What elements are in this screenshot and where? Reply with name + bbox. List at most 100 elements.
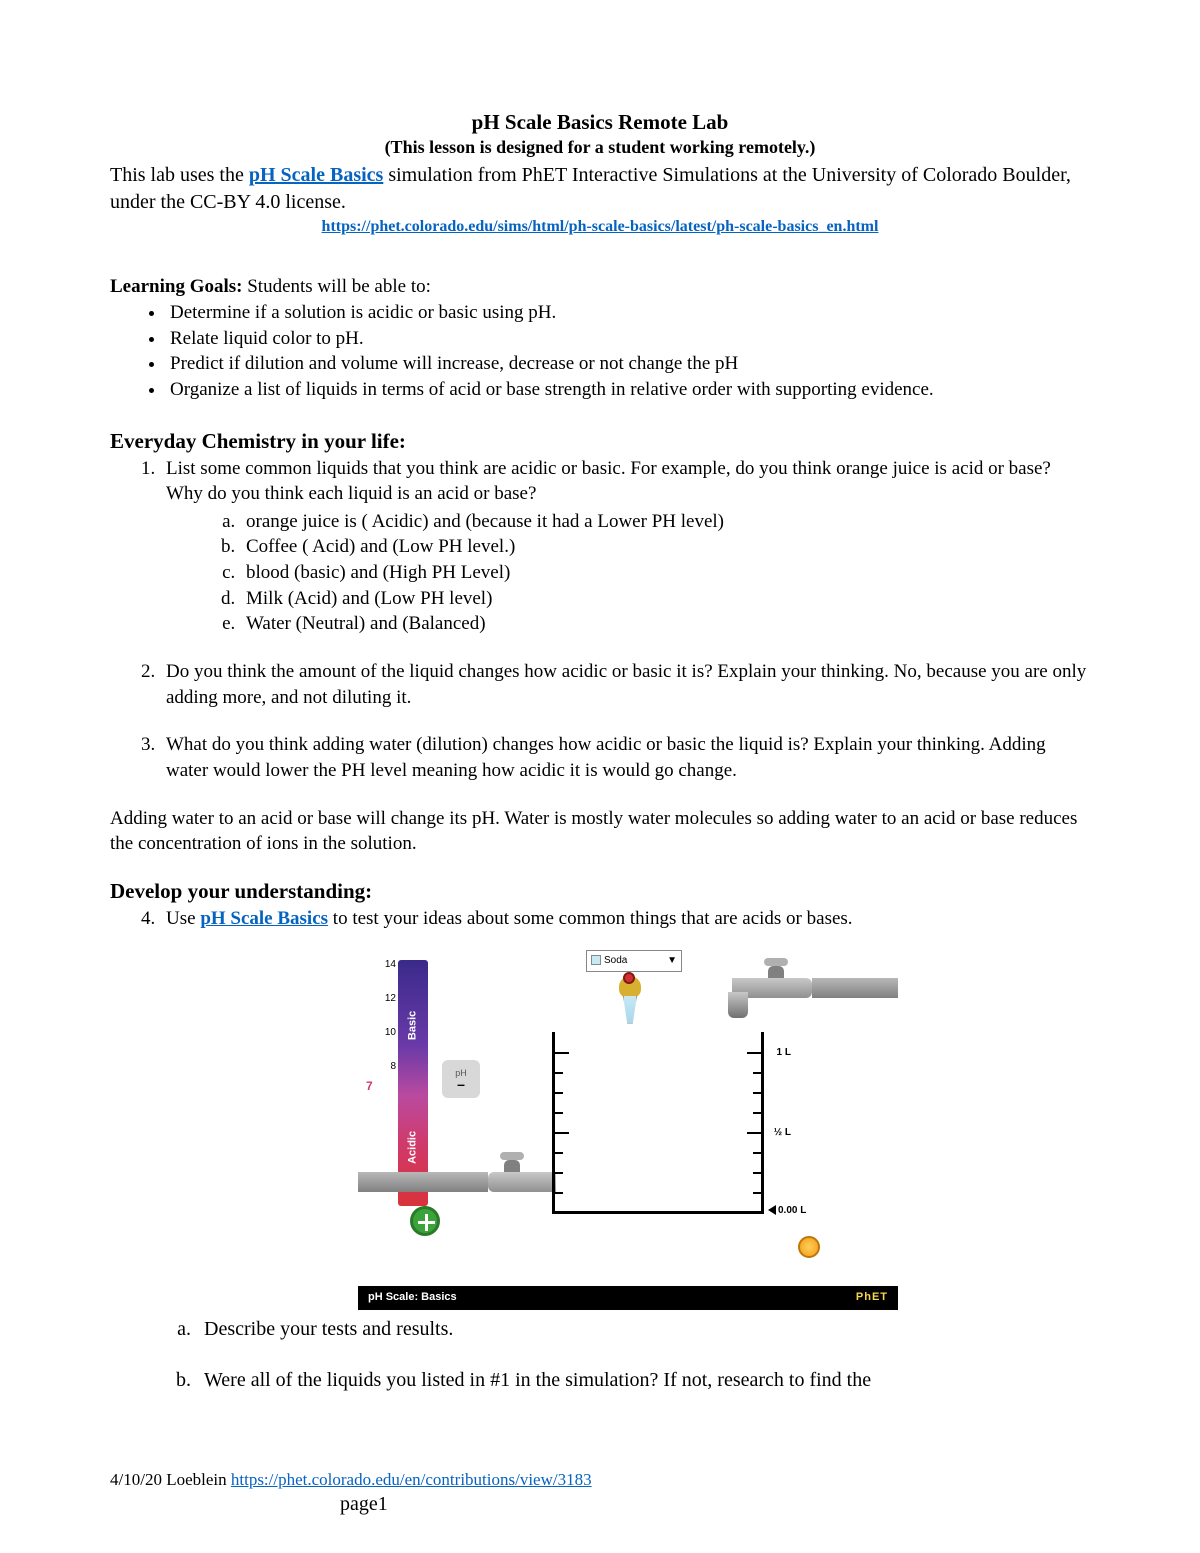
q1-answer-b: Coffee ( Acid) and (Low PH level.) <box>240 534 1090 560</box>
beaker-tick-minor <box>753 1192 761 1194</box>
intro-link[interactable]: pH Scale Basics <box>249 164 383 186</box>
ph-color-scale: Basic Acidic <box>398 960 428 1206</box>
beaker-tick-label: ½ L <box>774 1126 791 1140</box>
faucet-handle[interactable] <box>764 958 788 966</box>
footer-date-author: 4/10/20 Loeblein <box>110 1470 231 1489</box>
tick-label <box>380 1045 396 1062</box>
tick-label: 10 <box>380 1028 396 1045</box>
intro-paragraph: This lab uses the pH Scale Basics simula… <box>110 162 1090 216</box>
questions-list-2: Use pH Scale Basics to test your ideas a… <box>110 906 1090 1394</box>
q4-pre: Use <box>166 908 200 929</box>
drain-pipe <box>358 1172 488 1192</box>
beaker-tick-minor <box>555 1072 563 1074</box>
chevron-down-icon: ▼ <box>667 954 677 968</box>
learning-goals-list: Determine if a solution is acidic or bas… <box>110 300 1090 403</box>
triangle-left-icon <box>768 1205 776 1215</box>
question-1-text: List some common liquids that you think … <box>166 458 1051 505</box>
simulation-figure: 14 12 10 8 7 Basic Acidic pH <box>358 940 898 1310</box>
beaker-tick-minor <box>555 1092 563 1094</box>
dropdown-label: Soda <box>604 955 627 966</box>
solution-swatch-icon <box>591 955 601 965</box>
volume-readout: 0.00 L <box>768 1204 806 1218</box>
question-4: Use pH Scale Basics to test your ideas a… <box>160 906 1090 1394</box>
q4-sub-a: Describe your tests and results. <box>196 1316 1090 1343</box>
learning-goals-label: Learning Goals: <box>110 276 242 297</box>
acidic-label: Acidic <box>406 1130 421 1163</box>
section-heading-develop: Develop your understanding: <box>110 879 1090 904</box>
page-footer: 4/10/20 Loeblein https://phet.colorado.e… <box>110 1469 592 1517</box>
beaker-tick-minor <box>753 1112 761 1114</box>
beaker-tick <box>747 1052 761 1054</box>
water-faucet[interactable] <box>732 978 812 998</box>
beaker-tick-label: 1 L <box>777 1046 791 1060</box>
question-3: What do you think adding water (dilution… <box>160 732 1090 783</box>
beaker-tick <box>747 1132 761 1134</box>
beaker-tick-minor <box>753 1072 761 1074</box>
ph-readout[interactable]: pH – <box>442 1060 480 1098</box>
q1-answer-a: orange juice is ( Acidic) and (because i… <box>240 509 1090 535</box>
beaker: 1 L ½ L <box>552 1032 764 1214</box>
solution-dropdown[interactable]: Soda ▼ <box>586 950 682 972</box>
dropper[interactable] <box>618 976 642 1032</box>
volume-value: 0.00 L <box>778 1204 806 1218</box>
beaker-tick-minor <box>753 1172 761 1174</box>
faucet-spout <box>728 992 748 1018</box>
ph-scale-ticks: 14 12 10 8 <box>380 960 396 1079</box>
learning-goals-intro: Students will be able to: <box>242 276 430 297</box>
sim-footer-title: pH Scale: Basics <box>368 1290 457 1305</box>
sim-url-link[interactable]: https://phet.colorado.edu/sims/html/ph-s… <box>322 218 879 235</box>
learning-goals-line: Learning Goals: Students will be able to… <box>110 276 1090 298</box>
doc-subtitle: (This lesson is designed for a student w… <box>110 137 1090 158</box>
q1-answer-d: Milk (Acid) and (Low PH level) <box>240 586 1090 612</box>
tick-label: 14 <box>380 960 396 977</box>
question-1: List some common liquids that you think … <box>160 456 1090 637</box>
document-page: pH Scale Basics Remote Lab (This lesson … <box>0 0 1200 1553</box>
sim-footer-bar: pH Scale: Basics PhET <box>358 1286 898 1310</box>
tick-label: 12 <box>380 994 396 1011</box>
water-pipe <box>812 978 898 998</box>
faucet-handle[interactable] <box>500 1152 524 1160</box>
dropper-button[interactable] <box>623 972 635 984</box>
basic-label: Basic <box>406 1010 421 1039</box>
simulation-canvas: 14 12 10 8 7 Basic Acidic pH <box>358 940 898 1286</box>
beaker-tick <box>555 1052 569 1054</box>
questions-list-1: List some common liquids that you think … <box>110 456 1090 784</box>
drain-faucet[interactable] <box>488 1172 556 1192</box>
q1-answer-c: blood (basic) and (High PH Level) <box>240 560 1090 586</box>
phet-logo: PhET <box>856 1290 888 1305</box>
beaker-tick-minor <box>753 1152 761 1154</box>
beaker-tick-minor <box>555 1112 563 1114</box>
beaker-tick-minor <box>753 1092 761 1094</box>
q4-link[interactable]: pH Scale Basics <box>200 908 328 929</box>
beaker-tick <box>555 1132 569 1134</box>
ph-probe[interactable] <box>410 1206 440 1236</box>
goal-item: Determine if a solution is acidic or bas… <box>166 300 1090 326</box>
beaker-tick-minor <box>555 1192 563 1194</box>
q1-answer-e: Water (Neutral) and (Balanced) <box>240 611 1090 637</box>
sim-url-line: https://phet.colorado.edu/sims/html/ph-s… <box>110 218 1090 236</box>
footer-link[interactable]: https://phet.colorado.edu/en/contributio… <box>231 1470 592 1489</box>
page-number: page1 <box>340 1493 388 1515</box>
section-heading-everyday: Everyday Chemistry in your life: <box>110 429 1090 454</box>
reset-button[interactable] <box>798 1236 820 1258</box>
ph-seven-marker: 7 <box>366 1078 373 1094</box>
faucet-body <box>488 1172 556 1192</box>
question-2: Do you think the amount of the liquid ch… <box>160 659 1090 710</box>
ph-readout-value: – <box>457 1079 465 1090</box>
tick-label: 8 <box>380 1062 396 1079</box>
tick-label <box>380 1011 396 1028</box>
goal-item: Predict if dilution and volume will incr… <box>166 351 1090 377</box>
doc-title: pH Scale Basics Remote Lab <box>110 110 1090 135</box>
beaker-tick-minor <box>555 1172 563 1174</box>
goal-item: Relate liquid color to pH. <box>166 326 1090 352</box>
question-4-subitems: Describe your tests and results. Were al… <box>166 1316 1090 1394</box>
q4-post: to test your ideas about some common thi… <box>328 908 853 929</box>
intro-text-pre: This lab uses the <box>110 164 249 186</box>
dropdown-content: Soda <box>591 954 627 968</box>
question-1-answers: orange juice is ( Acidic) and (because i… <box>166 509 1090 637</box>
tick-label <box>380 977 396 994</box>
goal-item: Organize a list of liquids in terms of a… <box>166 377 1090 403</box>
dropper-tube <box>623 996 637 1024</box>
q4-sub-b: Were all of the liquids you listed in #1… <box>196 1367 1090 1394</box>
additional-paragraph: Adding water to an acid or base will cha… <box>110 806 1090 857</box>
